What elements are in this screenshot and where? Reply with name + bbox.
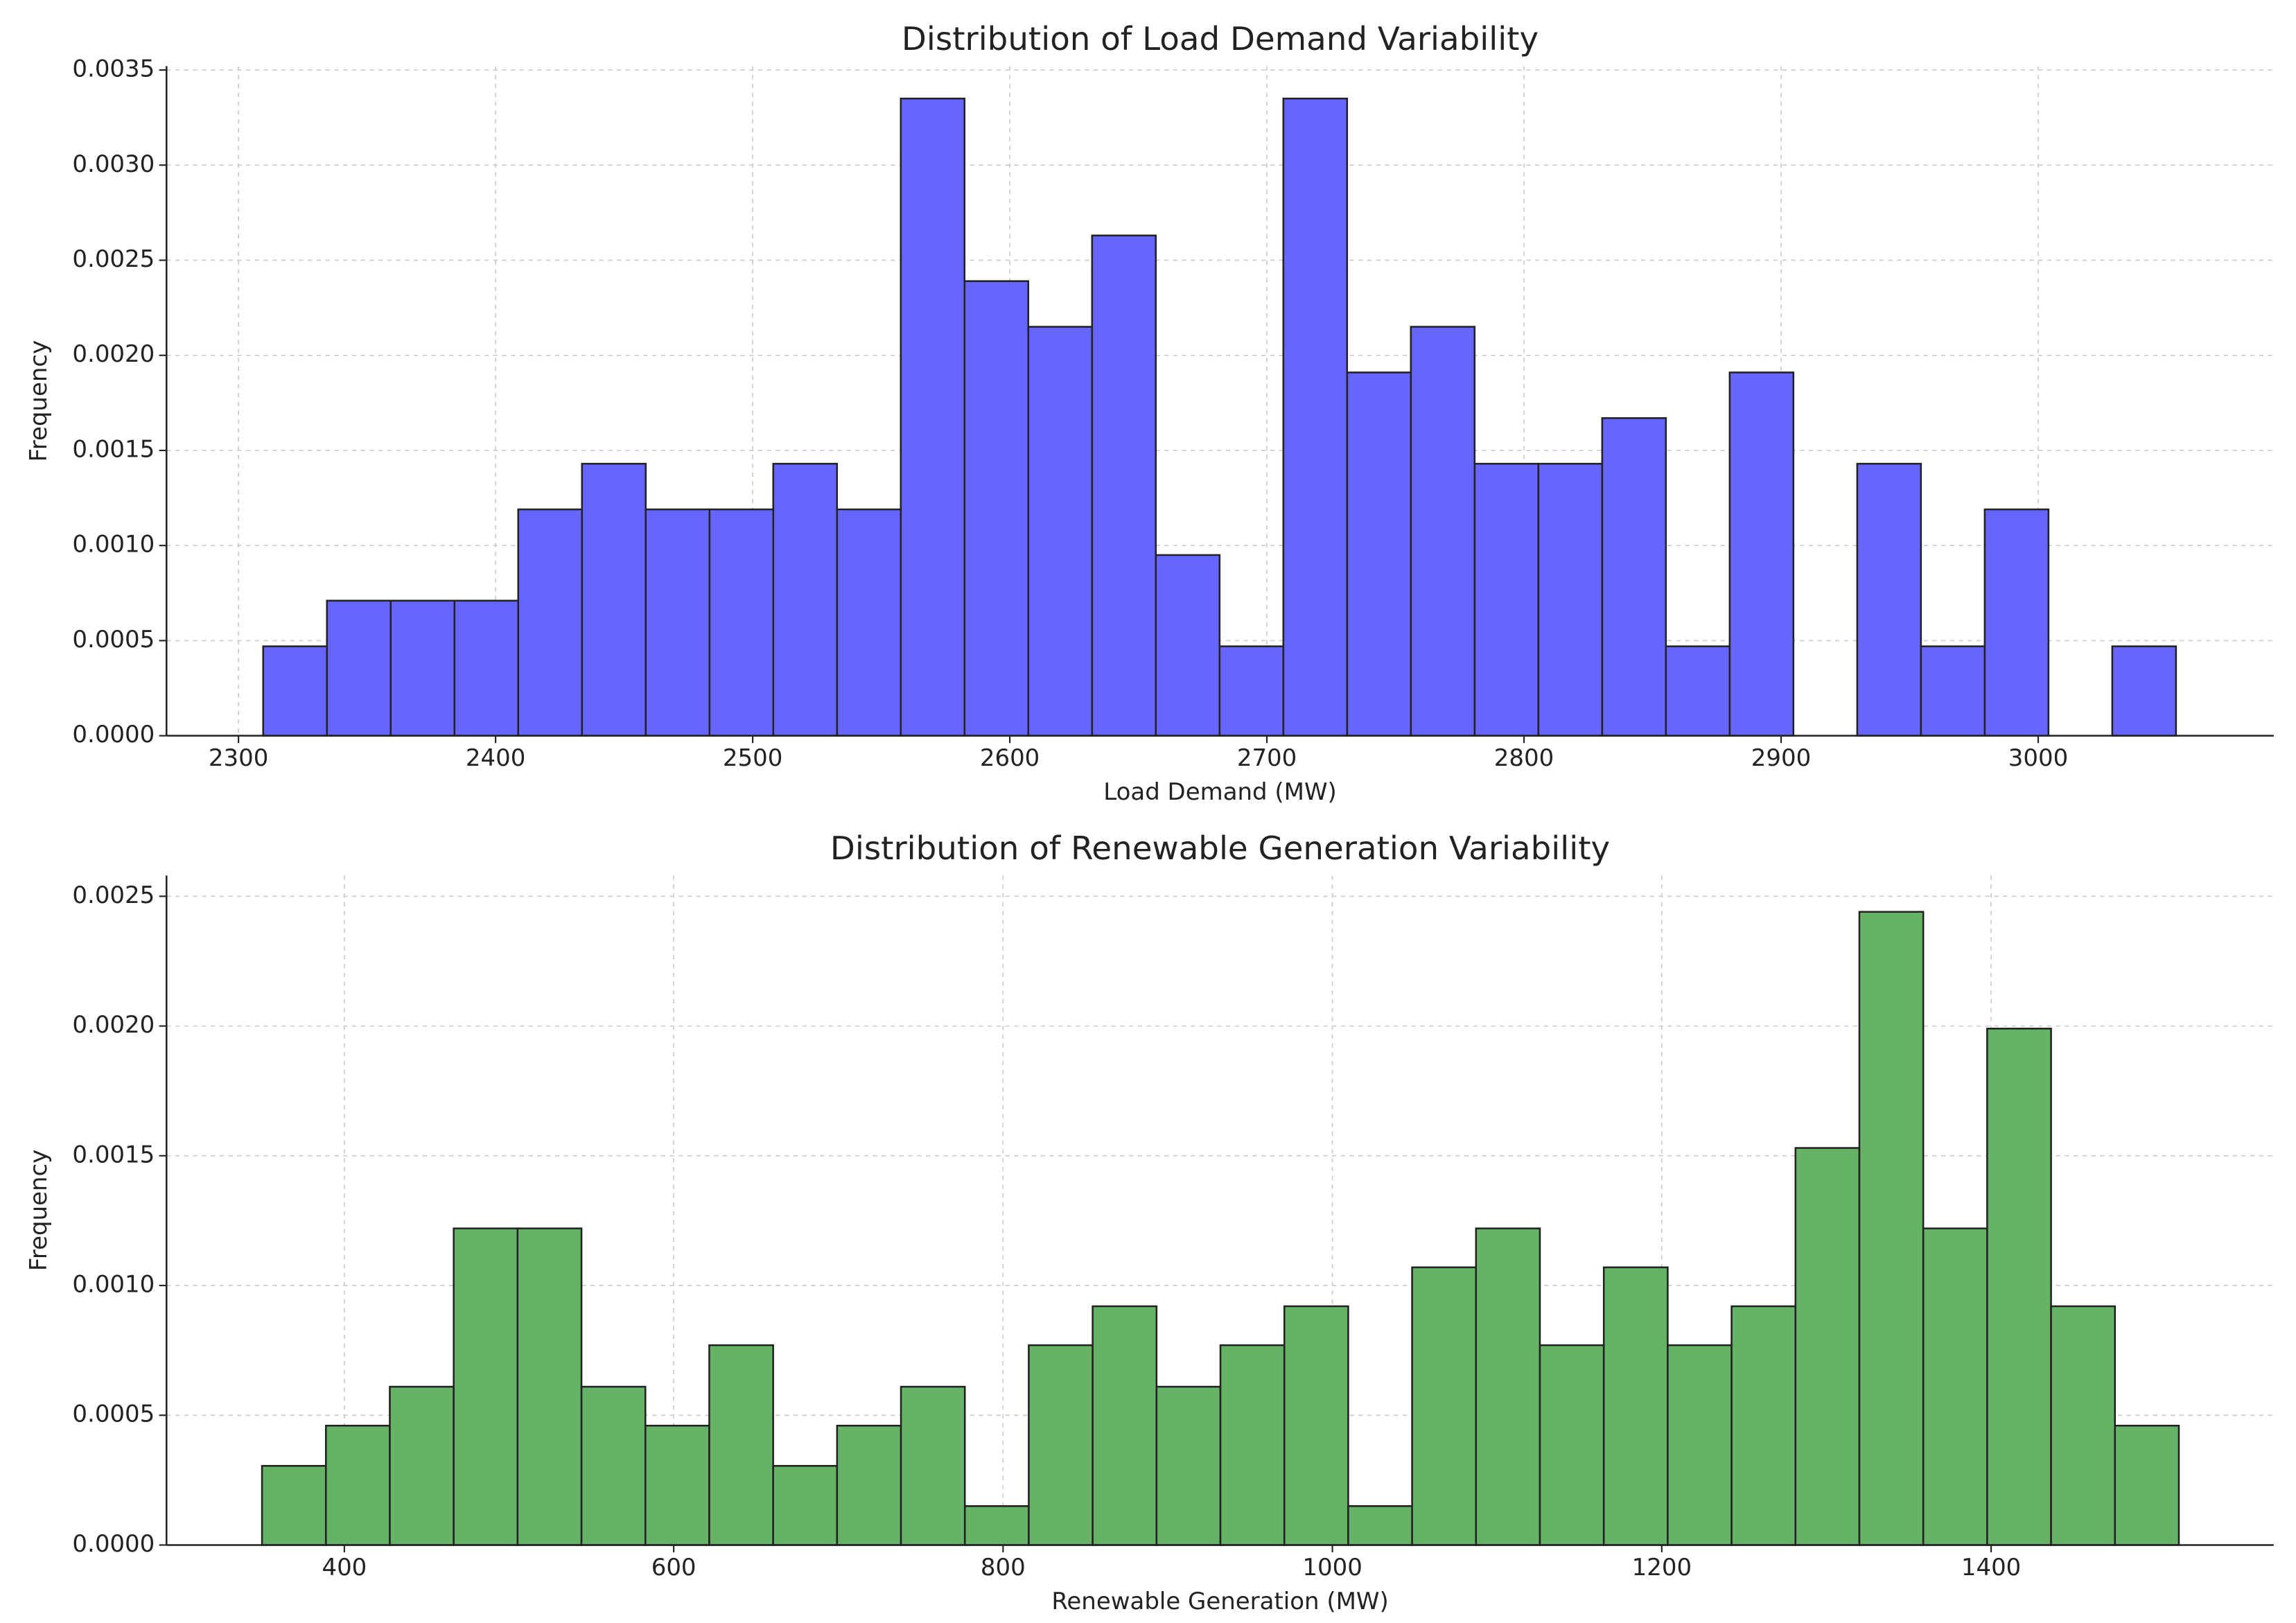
y-tick-label: 0.0025 bbox=[72, 245, 155, 273]
y-tick-label: 0.0000 bbox=[72, 1530, 155, 1558]
x-tick-label: 1000 bbox=[1302, 1554, 1362, 1581]
histogram-bar bbox=[453, 1227, 519, 1546]
histogram-bar bbox=[900, 1385, 966, 1546]
histogram-bar bbox=[1475, 1227, 1541, 1546]
y-tick-label: 0.0010 bbox=[72, 531, 155, 559]
histogram-bar bbox=[1411, 1266, 1478, 1546]
histogram-bar bbox=[1282, 97, 1349, 737]
histogram-bar bbox=[453, 599, 520, 737]
x-tick-label: 2700 bbox=[1237, 744, 1297, 772]
x-tick-label: 2800 bbox=[1494, 744, 1554, 772]
histogram-bar bbox=[644, 1424, 710, 1546]
histogram-bar bbox=[1539, 1344, 1605, 1546]
histogram-bar bbox=[1218, 645, 1285, 737]
histogram-bar bbox=[262, 645, 328, 737]
y-tick-label: 0.0025 bbox=[72, 881, 155, 909]
x-tick-label: 400 bbox=[322, 1554, 367, 1581]
histogram-bar bbox=[772, 462, 839, 737]
x-tick-label: 3000 bbox=[2008, 744, 2068, 772]
y-tick-label: 0.0035 bbox=[72, 55, 155, 83]
histogram-bar bbox=[1730, 1305, 1797, 1546]
histogram-bar bbox=[836, 1424, 902, 1546]
histogram-bar bbox=[1922, 1227, 1988, 1546]
histogram-bar bbox=[1601, 417, 1667, 737]
histogram-bar bbox=[1856, 462, 1922, 737]
histogram-bar bbox=[1028, 1344, 1094, 1546]
x-tick-label: 2300 bbox=[209, 744, 268, 772]
histogram-bar bbox=[516, 1227, 583, 1546]
histogram-bar bbox=[1794, 1147, 1861, 1546]
histogram-bar bbox=[1347, 1505, 1413, 1546]
y-tick-label: 0.0010 bbox=[72, 1271, 155, 1299]
histogram-bar bbox=[1155, 1385, 1222, 1546]
y-tick-label: 0.0015 bbox=[72, 435, 155, 463]
histogram-bar bbox=[389, 599, 456, 737]
histogram-bar bbox=[772, 1464, 839, 1546]
histogram-bar bbox=[1092, 1305, 1158, 1546]
histogram-bar bbox=[1473, 462, 1540, 737]
y-tick-label: 0.0005 bbox=[72, 626, 155, 653]
chart-title: Distribution of Load Demand Variability bbox=[902, 21, 1539, 58]
x-tick-label: 2400 bbox=[466, 744, 525, 772]
histogram-bar bbox=[261, 1464, 327, 1546]
y-axis-label: Frequency bbox=[25, 340, 53, 462]
histogram-bar bbox=[1537, 462, 1604, 737]
histogram-bar bbox=[324, 1424, 391, 1546]
histogram-bar bbox=[1858, 911, 1925, 1546]
histogram-bar bbox=[963, 1505, 1030, 1546]
histogram-bar bbox=[645, 508, 711, 737]
histogram-bar bbox=[2111, 645, 2177, 737]
histogram-bar bbox=[708, 1344, 774, 1546]
x-axis-label: Load Demand (MW) bbox=[1103, 778, 1337, 806]
y-tick-label: 0.0015 bbox=[72, 1141, 155, 1168]
histogram-bar bbox=[1665, 645, 1731, 737]
histogram-bar bbox=[517, 508, 584, 737]
chart-title: Distribution of Renewable Generation Var… bbox=[830, 830, 1610, 868]
histogram-bar bbox=[900, 97, 966, 737]
histogram-bar bbox=[1346, 371, 1412, 737]
y-axis-label: Frequency bbox=[25, 1150, 53, 1271]
histogram-bar bbox=[1602, 1266, 1669, 1546]
histogram-bar bbox=[581, 462, 647, 737]
histogram-bar bbox=[1728, 371, 1795, 737]
histogram-bar bbox=[1410, 326, 1476, 737]
histogram-bar bbox=[1219, 1344, 1286, 1546]
histogram-bar bbox=[1091, 234, 1157, 737]
histogram-bar bbox=[836, 508, 902, 737]
histogram-bar bbox=[1155, 554, 1221, 737]
histogram-bar bbox=[1027, 326, 1094, 737]
histogram-bar bbox=[1920, 645, 1986, 737]
histogram-bar bbox=[2114, 1424, 2180, 1546]
histogram-bar bbox=[389, 1385, 455, 1546]
y-tick-label: 0.0020 bbox=[72, 340, 155, 368]
x-tick-label: 600 bbox=[651, 1554, 696, 1581]
y-tick-label: 0.0020 bbox=[72, 1011, 155, 1039]
histogram-bar bbox=[963, 280, 1030, 737]
x-tick-label: 800 bbox=[981, 1554, 1026, 1581]
x-tick-label: 1400 bbox=[1961, 1554, 2021, 1581]
x-tick-label: 2600 bbox=[980, 744, 1040, 772]
y-tick-label: 0.0030 bbox=[72, 150, 155, 178]
x-tick-label: 2500 bbox=[723, 744, 782, 772]
x-tick-label: 2900 bbox=[1751, 744, 1811, 772]
histogram-bar bbox=[708, 508, 775, 737]
histogram-bar bbox=[1983, 508, 2050, 737]
histogram-bar bbox=[1667, 1344, 1733, 1546]
x-tick-label: 1200 bbox=[1632, 1554, 1692, 1581]
y-tick-label: 0.0005 bbox=[72, 1401, 155, 1428]
histogram-bar bbox=[1986, 1028, 2052, 1546]
y-tick-label: 0.0000 bbox=[72, 721, 155, 748]
histogram-bar bbox=[580, 1385, 647, 1546]
histogram-bar bbox=[1283, 1305, 1349, 1546]
histogram-bar bbox=[326, 599, 392, 737]
histogram-bar bbox=[2050, 1305, 2117, 1546]
x-axis-label: Renewable Generation (MW) bbox=[1051, 1588, 1388, 1615]
